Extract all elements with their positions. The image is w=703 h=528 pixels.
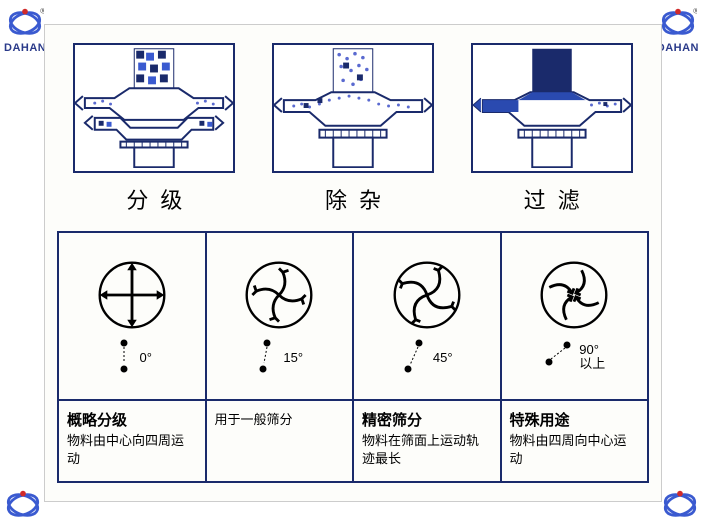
- mode-title: 概略分级: [67, 409, 197, 430]
- angle-sub: 以上: [579, 357, 605, 371]
- watermark-text: DAHAN: [4, 42, 46, 54]
- logo-icon: [4, 486, 42, 524]
- pattern-radial-icon: [94, 257, 170, 333]
- pattern-inward-icon: [536, 257, 612, 333]
- watermark-text: DAHAN: [657, 42, 699, 54]
- mode-title: 特殊用途: [510, 409, 640, 430]
- filter-illustration: [471, 43, 633, 173]
- function-label: 过滤: [512, 183, 592, 215]
- mode-desc: 用于一般筛分: [215, 411, 345, 429]
- watermark-bottom-right: [661, 486, 699, 524]
- logo-icon: ®: [659, 4, 697, 42]
- angle-value: 15°: [283, 350, 303, 365]
- angle-icon: [543, 339, 575, 375]
- angle-value: 90°: [579, 343, 605, 357]
- angle-icon: [112, 339, 136, 375]
- mode-desc: 物料在筛面上运动轨迹最长: [362, 432, 492, 468]
- angle-icon: [255, 339, 279, 375]
- function-impurity: 除杂: [272, 43, 434, 215]
- angle-icon: [401, 339, 429, 375]
- function-label: 分级: [114, 183, 194, 215]
- mode-desc: 物料由中心向四周运动: [67, 432, 197, 468]
- logo-icon: [661, 486, 699, 524]
- svg-text:®: ®: [693, 7, 697, 16]
- classify-illustration: [73, 43, 235, 173]
- diagram-panel: 分级 除杂: [44, 24, 662, 502]
- mode-cell-2: 45° 精密筛分 物料在筛面上运动轨迹最长: [354, 233, 502, 481]
- watermark-top-right: ® DAHAN: [657, 4, 699, 54]
- watermark-top-left: ® DAHAN: [4, 4, 46, 54]
- functions-row: 分级 除杂: [45, 25, 661, 215]
- mode-title: 精密筛分: [362, 409, 492, 430]
- svg-text:®: ®: [40, 7, 44, 16]
- mode-cell-1: 15° 用于一般筛分: [207, 233, 355, 481]
- angle-value: 0°: [140, 350, 152, 365]
- function-label: 除杂: [313, 183, 393, 215]
- watermark-bottom-left: [4, 486, 42, 524]
- impurity-illustration: [272, 43, 434, 173]
- pattern-spiral-out-icon: [241, 257, 317, 333]
- modes-row: 0° 概略分级 物料由中心向四周运动 15°: [57, 231, 649, 483]
- mode-cell-0: 0° 概略分级 物料由中心向四周运动: [59, 233, 207, 481]
- logo-icon: ®: [6, 4, 44, 42]
- angle-value: 45°: [433, 350, 453, 365]
- mode-desc: 物料由四周向中心运动: [510, 432, 640, 468]
- mode-cell-3: 90° 以上 特殊用途 物料由四周向中心运动: [502, 233, 648, 481]
- pattern-spiral-long-icon: [389, 257, 465, 333]
- function-filter: 过滤: [471, 43, 633, 215]
- function-classify: 分级: [73, 43, 235, 215]
